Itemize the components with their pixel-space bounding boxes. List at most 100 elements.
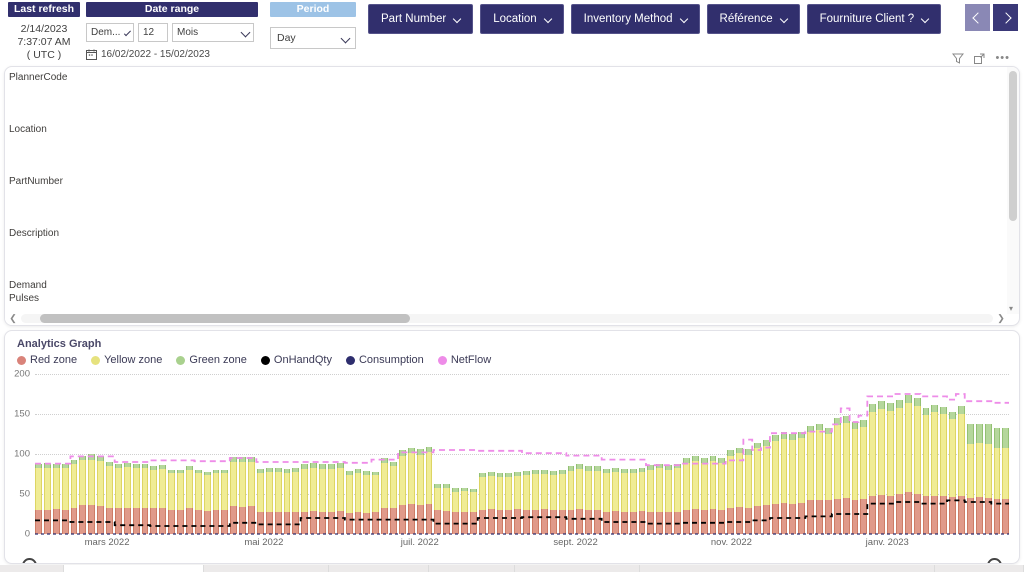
stacked-bar[interactable]: [230, 457, 238, 534]
stacked-bar[interactable]: [709, 456, 717, 534]
stacked-bar[interactable]: [958, 406, 965, 534]
stacked-bar[interactable]: [212, 470, 220, 534]
date-unit-dropdown[interactable]: Mois: [172, 23, 254, 42]
stacked-bar[interactable]: [248, 457, 255, 534]
stacked-bar[interactable]: [691, 456, 699, 534]
stacked-bar[interactable]: [984, 424, 992, 534]
stacked-bar[interactable]: [194, 470, 202, 534]
date-mode-dropdown[interactable]: Dem...: [86, 23, 134, 42]
stacked-bar[interactable]: [904, 394, 912, 534]
stacked-bar[interactable]: [239, 457, 246, 534]
stacked-bar[interactable]: [1002, 428, 1010, 534]
table-vertical-scrollbar[interactable]: ▾: [1007, 67, 1019, 314]
stacked-bar[interactable]: [283, 469, 291, 534]
stacked-bar[interactable]: [390, 462, 397, 534]
stacked-bar[interactable]: [496, 473, 504, 534]
stacked-bar[interactable]: [274, 468, 282, 534]
stacked-bar[interactable]: [363, 470, 371, 534]
stacked-bar[interactable]: [913, 398, 921, 534]
stacked-bar[interactable]: [993, 428, 1001, 534]
stacked-bar[interactable]: [168, 470, 175, 534]
legend-item-red-zone[interactable]: Red zone: [17, 354, 77, 366]
stacked-bar[interactable]: [540, 470, 548, 534]
stacked-bar[interactable]: [123, 462, 131, 534]
stacked-bar[interactable]: [150, 466, 158, 534]
legend-item-consumption[interactable]: Consumption: [345, 354, 424, 366]
stacked-bar[interactable]: [940, 406, 948, 534]
stacked-bar[interactable]: [345, 470, 353, 534]
column-header-demand-pulses[interactable]: Demand Pulses: [9, 280, 47, 304]
stacked-bar[interactable]: [301, 464, 309, 534]
page-tabs-strip[interactable]: [0, 565, 1024, 572]
stacked-bar[interactable]: [745, 449, 752, 534]
stacked-bar[interactable]: [576, 464, 584, 534]
stacked-bar[interactable]: [443, 484, 451, 534]
stacked-bar[interactable]: [505, 473, 513, 534]
filter-button-r-f-rence[interactable]: Référence: [706, 4, 800, 34]
stacked-bar[interactable]: [132, 464, 140, 534]
filter-icon[interactable]: [952, 53, 965, 64]
stacked-bar[interactable]: [594, 466, 601, 534]
stacked-bar[interactable]: [887, 402, 894, 534]
stacked-bar[interactable]: [372, 471, 380, 534]
filter-button-inventory-method[interactable]: Inventory Method: [570, 4, 700, 34]
column-header-plannercode[interactable]: PlannerCode: [9, 72, 68, 83]
stacked-bar[interactable]: [221, 470, 229, 534]
stacked-bar[interactable]: [79, 455, 87, 534]
legend-item-green-zone[interactable]: Green zone: [176, 354, 247, 366]
stacked-bar[interactable]: [727, 450, 735, 534]
stacked-bar[interactable]: [256, 469, 264, 534]
scroll-left-icon[interactable]: ❮: [9, 313, 17, 323]
filter-button-location[interactable]: Location: [480, 4, 564, 34]
stacked-bar[interactable]: [895, 399, 903, 534]
stacked-bar[interactable]: [878, 401, 885, 534]
stacked-bar[interactable]: [159, 465, 167, 534]
legend-item-onhandqty[interactable]: OnHandQty: [260, 354, 332, 366]
stacked-bar[interactable]: [336, 462, 344, 534]
stacked-bar[interactable]: [434, 484, 442, 534]
stacked-bar[interactable]: [52, 463, 60, 534]
stacked-bar[interactable]: [532, 470, 539, 534]
stacked-bar[interactable]: [114, 463, 122, 534]
stacked-bar[interactable]: [106, 462, 113, 534]
stacked-bar[interactable]: [203, 471, 211, 534]
stacked-bar[interactable]: [97, 456, 104, 534]
column-header-location[interactable]: Location: [9, 124, 47, 135]
stacked-bar[interactable]: [185, 466, 193, 534]
stacked-bar[interactable]: [860, 419, 868, 534]
stacked-bar[interactable]: [319, 464, 326, 534]
stacked-bar[interactable]: [327, 464, 335, 534]
focus-mode-icon[interactable]: [974, 53, 985, 64]
stacked-bar[interactable]: [35, 464, 42, 534]
hscroll-thumb[interactable]: [40, 314, 410, 323]
stacked-bar[interactable]: [523, 470, 530, 534]
stacked-bar[interactable]: [975, 423, 983, 534]
stacked-bar[interactable]: [354, 469, 362, 534]
stacked-bar[interactable]: [265, 468, 273, 534]
table-horizontal-scrollbar[interactable]: ❮ ❯: [5, 312, 1009, 325]
stacked-bar[interactable]: [292, 468, 300, 534]
stacked-bar[interactable]: [177, 470, 184, 534]
slider-handle-right[interactable]: [987, 558, 1002, 563]
column-header-description[interactable]: Description: [9, 228, 60, 239]
legend-item-yellow-zone[interactable]: Yellow zone: [91, 354, 162, 366]
stacked-bar[interactable]: [549, 470, 557, 534]
stacked-bar[interactable]: [949, 411, 956, 534]
stacked-bar[interactable]: [310, 462, 317, 534]
stacked-bar[interactable]: [966, 424, 974, 534]
filter-button-part-number[interactable]: Part Number: [368, 4, 474, 34]
stacked-bar[interactable]: [922, 407, 930, 534]
stacked-bar[interactable]: [61, 464, 69, 534]
scroll-right-icon[interactable]: ❯: [997, 313, 1005, 323]
stacked-bar[interactable]: [43, 462, 51, 534]
stacked-bar[interactable]: [558, 470, 566, 534]
filter-button-fourniture-client[interactable]: Fourniture Client ?: [806, 4, 942, 34]
stacked-bar[interactable]: [141, 463, 149, 534]
vscroll-thumb[interactable]: [1009, 71, 1017, 221]
more-options-icon[interactable]: •••: [995, 52, 1010, 64]
date-range-slider[interactable]: [22, 558, 1002, 563]
previous-page-button[interactable]: [965, 4, 990, 31]
stacked-bar[interactable]: [567, 466, 575, 534]
stacked-bar[interactable]: [514, 471, 522, 534]
column-header-partnumber[interactable]: PartNumber: [9, 176, 63, 187]
